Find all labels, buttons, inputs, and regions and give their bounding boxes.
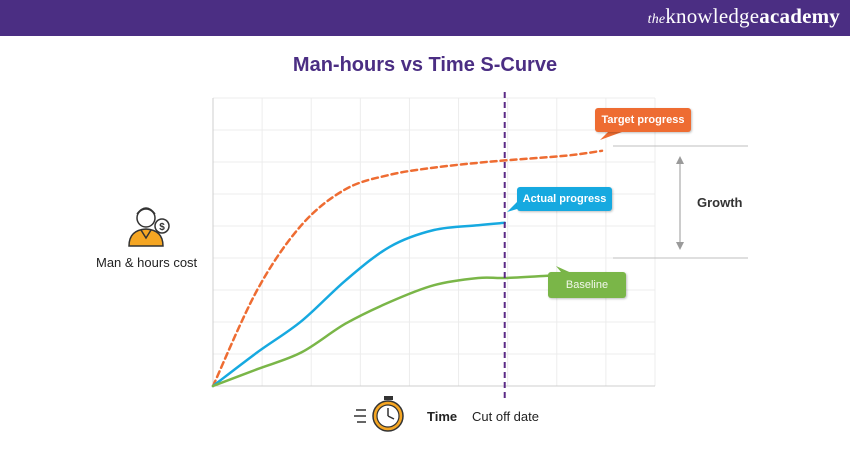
baseline-line (211, 274, 551, 388)
growth-arrowhead-top (676, 156, 684, 164)
growth-label: Growth (697, 195, 743, 210)
person-dollar-icon: $ (128, 207, 170, 247)
target-progress-line (211, 149, 604, 388)
actual-progress-line (211, 221, 506, 388)
baseline-callout: Baseline (548, 272, 626, 298)
grid (212, 97, 656, 387)
target-progress-callout: Target progress (595, 108, 691, 132)
clock-icon (354, 396, 404, 432)
series-group (211, 149, 604, 388)
svg-text:$: $ (159, 222, 165, 233)
y-axis-label: Man & hours cost (96, 255, 198, 270)
actual-progress-callout: Actual progress (517, 187, 612, 211)
brand-logo: theknowledgeacademy (647, 4, 840, 28)
x-axis-label: Time (427, 409, 458, 424)
growth-arrowhead-bottom (676, 242, 684, 250)
chart-title: Man-hours vs Time S-Curve (292, 54, 558, 76)
header-bar: theknowledgeacademy (0, 0, 850, 36)
cutoff-date-label: Cut off date (472, 409, 539, 424)
